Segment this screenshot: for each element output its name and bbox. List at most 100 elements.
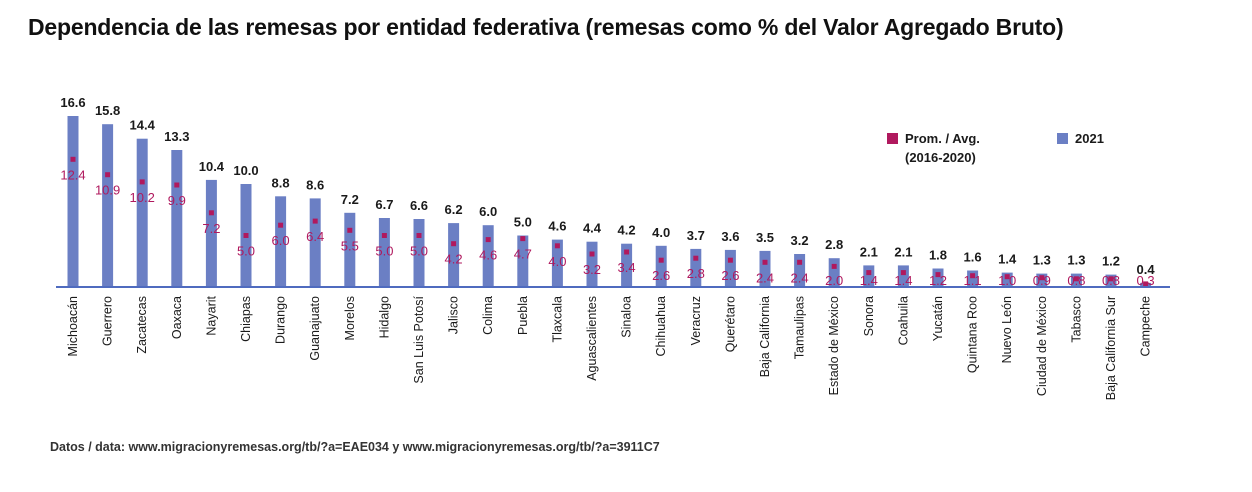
avg-marker [278,222,284,228]
legend: Prom. / Avg. (2016-2020) 2021 [887,131,1104,165]
bar-value-label: 1.6 [964,250,982,265]
category-label: Michoacán [66,296,80,356]
category-label: Chiapas [239,296,253,342]
bar-value-label: 3.7 [687,228,705,243]
category-label: Hidalgo [377,296,391,338]
avg-marker [416,233,422,238]
bar-value-label: 3.2 [791,233,809,248]
avg-marker [624,249,630,255]
avg-marker [1039,275,1045,281]
bar [136,138,148,287]
category-label: Coahuila [896,296,910,345]
avg-value-label: 10.9 [95,183,120,198]
avg-value-label: 1.0 [998,273,1016,288]
avg-marker [900,270,906,276]
bar [67,116,79,287]
bar [448,223,460,287]
bar [1036,273,1048,287]
avg-marker [693,255,699,261]
bar-value-label: 4.4 [583,221,602,236]
category-label: Nayarit [204,295,218,335]
avg-marker [243,233,249,238]
avg-value-label: 1.1 [964,273,982,288]
bar [205,179,217,287]
avg-value-label: 2.8 [687,266,705,281]
bar [794,254,806,287]
bar [517,235,529,287]
bar-value-label: 10.4 [199,159,225,174]
avg-value-label: 9.9 [168,193,186,208]
category-label: Ciudad de México [1035,296,1049,396]
avg-markers-group [70,156,1149,287]
legend-2021-label: 2021 [1075,131,1104,146]
bar-value-label: 1.4 [998,252,1017,267]
bar [586,241,598,287]
avg-value-label: 3.4 [618,260,636,275]
bar [690,248,702,287]
bar-value-label: 14.4 [130,118,156,133]
avg-value-label: 5.5 [341,238,359,253]
avg-marker [1108,276,1114,282]
bar [344,212,356,287]
category-label: Querétaro [723,296,737,352]
avg-value-label: 1.2 [929,273,947,288]
bar-value-label: 3.5 [756,230,774,245]
category-label: Sonora [862,296,876,336]
bar [655,245,667,287]
avg-marker [1073,276,1079,282]
avg-value-label: 0.9 [1033,273,1051,288]
avg-value-label: 0.3 [1137,273,1155,288]
bar-value-label: 2.8 [825,237,843,252]
avg-marker [658,257,664,263]
avg-marker [762,259,768,265]
bar-value-label: 4.6 [548,219,566,234]
avg-marker [139,179,145,185]
bar-value-label: 1.3 [1033,253,1051,268]
legend-avg-label: Prom. / Avg. [905,131,980,146]
bar-value-label: 1.8 [929,248,947,263]
bar [413,219,425,287]
bar-value-label: 5.0 [514,215,532,230]
avg-marker [347,227,353,233]
bar-value-label: 8.8 [272,175,290,190]
avg-value-label: 5.0 [410,244,428,259]
category-label: Colima [481,296,495,335]
avg-value-label: 6.4 [306,229,324,244]
bar-value-label: 13.3 [164,129,189,144]
bar [171,150,183,287]
bar-value-label: 6.6 [410,198,428,213]
category-label: Baja California [758,296,772,377]
avg-marker [105,172,111,178]
avg-marker [208,210,214,216]
chart-title: Dependencia de las remesas por entidad f… [28,14,1064,40]
avg-marker [174,182,180,188]
category-label: Puebla [516,296,530,335]
avg-marker [485,237,491,243]
bar-value-label: 2.1 [860,244,878,259]
avg-value-label: 2.4 [791,270,809,285]
bar [102,124,114,287]
avg-value-label: 2.4 [756,270,774,285]
bar [621,243,633,287]
avg-marker [312,218,318,224]
category-label: Estado de México [827,296,841,395]
bar [967,270,979,287]
avg-value-label: 5.0 [237,244,255,259]
avg-value-label: 1.4 [860,273,878,288]
bar [551,239,563,287]
bar [897,265,909,287]
bar-value-label: 6.7 [375,197,393,212]
avg-value-label: 0.8 [1102,273,1120,288]
category-label: Baja California Sur [1104,296,1118,400]
avg-marker [1004,274,1010,280]
avg-value-label: 4.7 [514,247,532,262]
bar-value-label: 0.4 [1137,262,1156,277]
bar-value-label: 7.2 [341,192,359,207]
avg-marker [589,251,595,257]
category-label: Yucatán [931,296,945,341]
avg-labels-group: 12.4 10.9 10.2 9.9 7.2 5.0 6.0 6.4 5.5 5.0 5.0 4.2 4… [60,167,1154,288]
bar [863,265,875,287]
bar [309,198,321,287]
avg-marker [866,270,872,276]
